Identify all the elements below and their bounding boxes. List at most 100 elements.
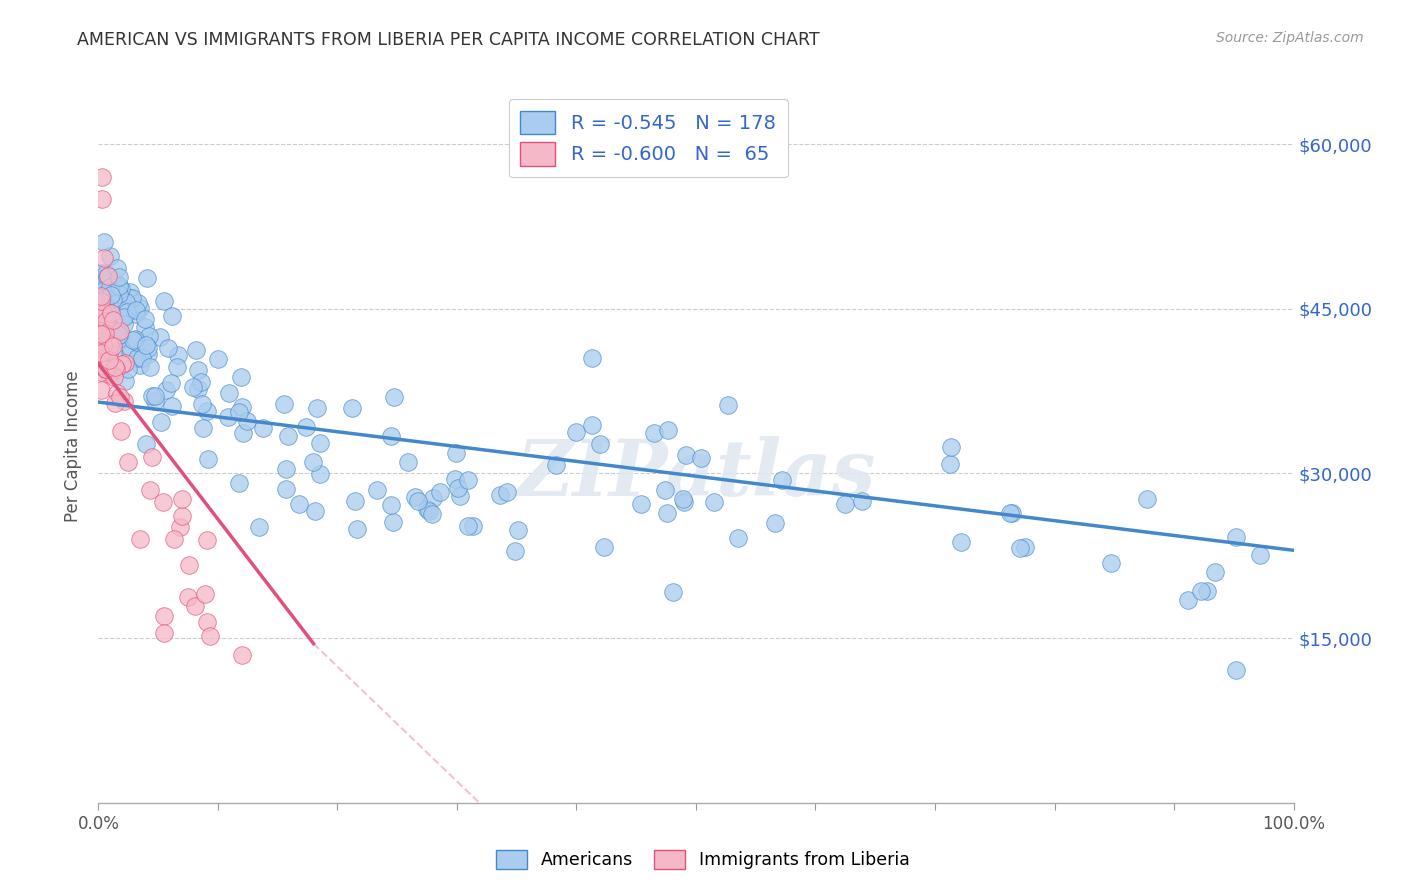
Point xyxy=(143,389,166,403)
Point xyxy=(190,375,212,389)
Point xyxy=(93,307,115,321)
Point xyxy=(90,302,112,317)
Point xyxy=(381,515,404,529)
Point xyxy=(177,590,200,604)
Point xyxy=(114,294,136,309)
Point xyxy=(160,309,183,323)
Point xyxy=(91,294,114,309)
Point xyxy=(91,300,114,314)
Point xyxy=(690,450,713,465)
Point xyxy=(108,270,131,285)
Point xyxy=(108,328,131,343)
Point xyxy=(443,472,465,486)
Point xyxy=(104,331,127,345)
Legend: Americans, Immigrants from Liberia: Americans, Immigrants from Liberia xyxy=(489,843,917,876)
Point xyxy=(195,533,218,547)
Point xyxy=(939,440,962,454)
Point xyxy=(589,437,612,451)
Point xyxy=(160,399,183,413)
Point xyxy=(98,281,121,295)
Point xyxy=(1225,663,1247,677)
Point xyxy=(406,493,429,508)
Point xyxy=(662,585,685,599)
Point xyxy=(105,277,128,291)
Point xyxy=(1099,556,1122,570)
Point xyxy=(141,389,163,403)
Point xyxy=(97,268,120,283)
Point xyxy=(1204,565,1226,579)
Point xyxy=(309,436,332,450)
Point xyxy=(121,291,143,305)
Point xyxy=(218,386,240,401)
Point xyxy=(112,310,135,324)
Point xyxy=(94,266,117,280)
Point xyxy=(93,272,115,286)
Point xyxy=(93,251,115,265)
Point xyxy=(295,420,318,434)
Point xyxy=(136,341,159,355)
Point xyxy=(120,339,142,353)
Point xyxy=(496,484,519,499)
Point xyxy=(581,351,603,365)
Point xyxy=(200,629,222,643)
Point xyxy=(195,404,218,418)
Point xyxy=(343,493,366,508)
Point xyxy=(90,346,112,360)
Point xyxy=(655,506,678,520)
Point xyxy=(1225,530,1247,544)
Point xyxy=(91,289,114,303)
Point xyxy=(94,322,117,336)
Point xyxy=(94,361,117,376)
Point xyxy=(96,270,118,285)
Point xyxy=(1001,507,1024,521)
Point xyxy=(463,519,485,533)
Point xyxy=(96,305,118,319)
Text: Source: ZipAtlas.com: Source: ZipAtlas.com xyxy=(1216,31,1364,45)
Point xyxy=(422,491,444,505)
Point xyxy=(231,648,253,662)
Point xyxy=(91,266,114,280)
Point xyxy=(581,417,603,432)
Point xyxy=(380,429,402,443)
Point xyxy=(128,301,150,315)
Point xyxy=(506,523,529,537)
Point xyxy=(120,285,142,299)
Point xyxy=(418,504,440,518)
Point xyxy=(183,380,205,394)
Point xyxy=(131,351,153,365)
Point xyxy=(97,353,120,368)
Point xyxy=(114,356,136,370)
Point xyxy=(763,516,786,531)
Point xyxy=(276,462,298,476)
Point xyxy=(100,306,122,320)
Point xyxy=(91,271,114,285)
Point xyxy=(139,359,162,374)
Point xyxy=(93,326,115,340)
Point xyxy=(194,587,217,601)
Point xyxy=(1197,584,1219,599)
Point xyxy=(98,316,121,330)
Point xyxy=(90,383,112,397)
Point xyxy=(103,369,125,384)
Point xyxy=(170,492,193,507)
Point xyxy=(114,374,136,388)
Point xyxy=(489,488,512,502)
Point xyxy=(153,294,176,309)
Point xyxy=(108,332,131,346)
Point xyxy=(184,343,207,358)
Point xyxy=(177,558,200,572)
Point xyxy=(366,483,388,497)
Point xyxy=(727,531,749,545)
Point xyxy=(229,369,252,384)
Point xyxy=(163,532,186,546)
Point xyxy=(93,315,115,329)
Point xyxy=(304,504,326,518)
Point xyxy=(104,359,127,374)
Point xyxy=(673,495,696,509)
Point xyxy=(1249,548,1271,562)
Point xyxy=(91,291,114,305)
Point xyxy=(416,501,439,516)
Point xyxy=(449,489,471,503)
Point xyxy=(457,473,479,487)
Point xyxy=(122,333,145,347)
